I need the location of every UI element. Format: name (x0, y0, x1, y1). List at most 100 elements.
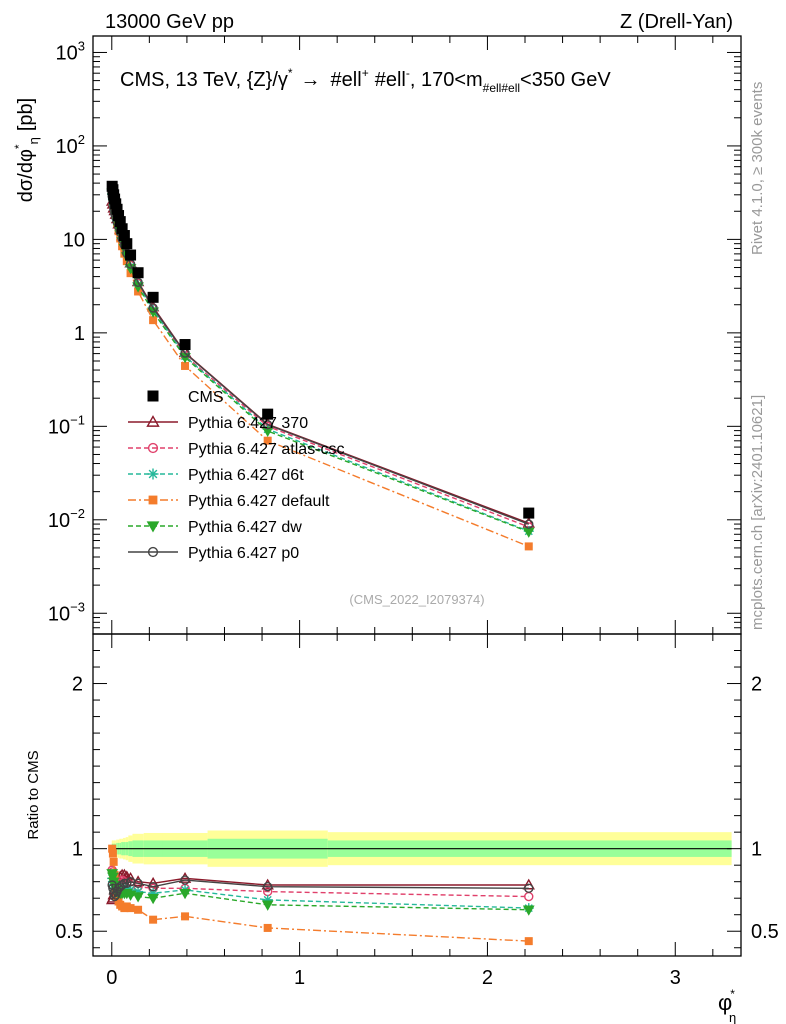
series-marker (261, 426, 274, 438)
ratio-tick-label: 1 (72, 839, 83, 861)
data-point (121, 238, 133, 250)
legend-marker (146, 521, 160, 533)
ratio-series-marker (132, 892, 144, 903)
ratio-series-marker (109, 891, 120, 902)
x-tick-label: 3 (670, 967, 681, 989)
legend-label: Pythia 6.427 atlas-csc (188, 441, 345, 458)
legend-label: Pythia 6.427 d6t (188, 467, 304, 484)
legend-label: Pythia 6.427 default (188, 493, 330, 510)
ratio-series-marker (261, 878, 274, 890)
ratio-series-marker (133, 878, 143, 889)
y-tick-label: 102 (56, 132, 85, 158)
series-marker (181, 361, 190, 370)
legend-marker (147, 468, 159, 480)
ratio-series-marker (149, 915, 158, 924)
data-point (523, 507, 535, 519)
y-tick-label: 10 (63, 229, 85, 251)
ratio-series-marker (180, 875, 190, 885)
ratio-tick-label-right: 2 (751, 674, 762, 696)
x-axis-label: φ* η (718, 987, 736, 1024)
ratio-series-marker (524, 883, 534, 893)
ratio-series-marker (261, 900, 274, 911)
ratio-series-marker (262, 881, 273, 892)
data-point (147, 291, 159, 303)
ratio-series-marker (109, 857, 118, 866)
ratio-y-axis-label: Ratio to CMS (25, 750, 42, 839)
x-tick-label: 2 (482, 967, 493, 989)
ratio-series-marker (147, 893, 159, 905)
data-point (179, 339, 191, 351)
ratio-series-marker (179, 889, 191, 900)
series-marker (148, 303, 158, 313)
data-point (132, 267, 144, 279)
ratio-series-marker (524, 937, 533, 946)
legend-label: Pythia 6.427 p0 (188, 545, 299, 562)
ratio-series-marker (134, 905, 143, 914)
legend-marker (147, 546, 159, 558)
y-tick-label: 10−1 (48, 412, 85, 438)
data-point (125, 249, 137, 261)
series-line (111, 196, 530, 525)
legend-marker (147, 442, 159, 454)
ratio-series-marker (126, 904, 135, 913)
ratio-frame (92, 633, 742, 957)
star-stroke (148, 469, 158, 479)
ratio-series-line (111, 879, 529, 899)
legend-marker (146, 415, 160, 427)
ratio-series-line (111, 869, 529, 898)
series-marker (263, 436, 272, 445)
series-marker (524, 519, 534, 529)
main-y-axis-label: dσ/dφ*η[pb] (12, 98, 41, 202)
ratio-series-marker (108, 844, 117, 853)
ratio-panel: 0 1 2 3 0.5 0.5 1 1 2 2 (55, 633, 779, 989)
rivet-version-label: Rivet 4.1.0, ≥ 300k events (749, 82, 766, 255)
main-panel: 10−3 10−2 10−1 1 10 102 103 (48, 35, 742, 635)
series-marker (133, 277, 143, 287)
y-tick-label: 103 (56, 38, 85, 64)
ratio-series-marker (108, 849, 117, 858)
ratio-series-marker (522, 905, 535, 916)
ratio-series-marker (178, 871, 192, 883)
ratio-series-marker (117, 880, 127, 890)
analysis-watermark: (CMS_2022_I2079374) (349, 592, 484, 607)
data-point (262, 408, 274, 420)
legend: CMS Pythia 6.427 370 Pythia 6.427 atlas-cs… (128, 389, 345, 562)
legend-marker (148, 495, 158, 505)
ratio-tick-label: 2 (72, 674, 83, 696)
series-marker (262, 420, 273, 430)
ratio-tick-label: 0.5 (55, 921, 83, 943)
data-point (118, 230, 130, 242)
series-marker (524, 542, 533, 551)
ratio-series-marker (131, 875, 145, 887)
series-marker (522, 527, 535, 538)
data-point (113, 210, 125, 222)
legend-data-label: CMS (188, 389, 224, 406)
y-tick-label: 10−3 (48, 599, 85, 625)
series-line (111, 192, 530, 533)
series-marker (149, 316, 158, 325)
mcplots-label: mcplots.cern.ch [arXiv:2401.10621] (749, 395, 766, 630)
ratio-series-marker (263, 923, 272, 932)
y-tick-label: 1 (74, 323, 85, 345)
data-point (111, 203, 123, 215)
ratio-series-marker (148, 881, 158, 892)
data-point (114, 216, 126, 228)
energy-label: 13000 GeV pp (105, 11, 234, 33)
legend-label: Pythia 6.427 dw (188, 519, 302, 536)
plot-title: CMS, 13 TeV, {Z}/γ* → #ell+ #ell-, 170<m#el… (120, 66, 611, 95)
ratio-series-marker (107, 872, 119, 883)
ratio-series-marker (181, 912, 190, 921)
process-label: Z (Drell-Yan) (620, 11, 733, 33)
x-tick-label: 0 (106, 967, 117, 989)
series-line (111, 194, 530, 532)
series-line (111, 201, 530, 524)
series-line (111, 191, 530, 528)
ratio-tick-label-right: 0.5 (751, 921, 779, 943)
x-tick-label: 1 (294, 967, 305, 989)
legend-data-marker (147, 390, 159, 402)
legend-label: Pythia 6.427 370 (188, 415, 308, 432)
y-tick-label: 10−2 (48, 506, 85, 532)
ratio-tick-label-right: 1 (751, 839, 762, 861)
data-point (116, 223, 128, 235)
